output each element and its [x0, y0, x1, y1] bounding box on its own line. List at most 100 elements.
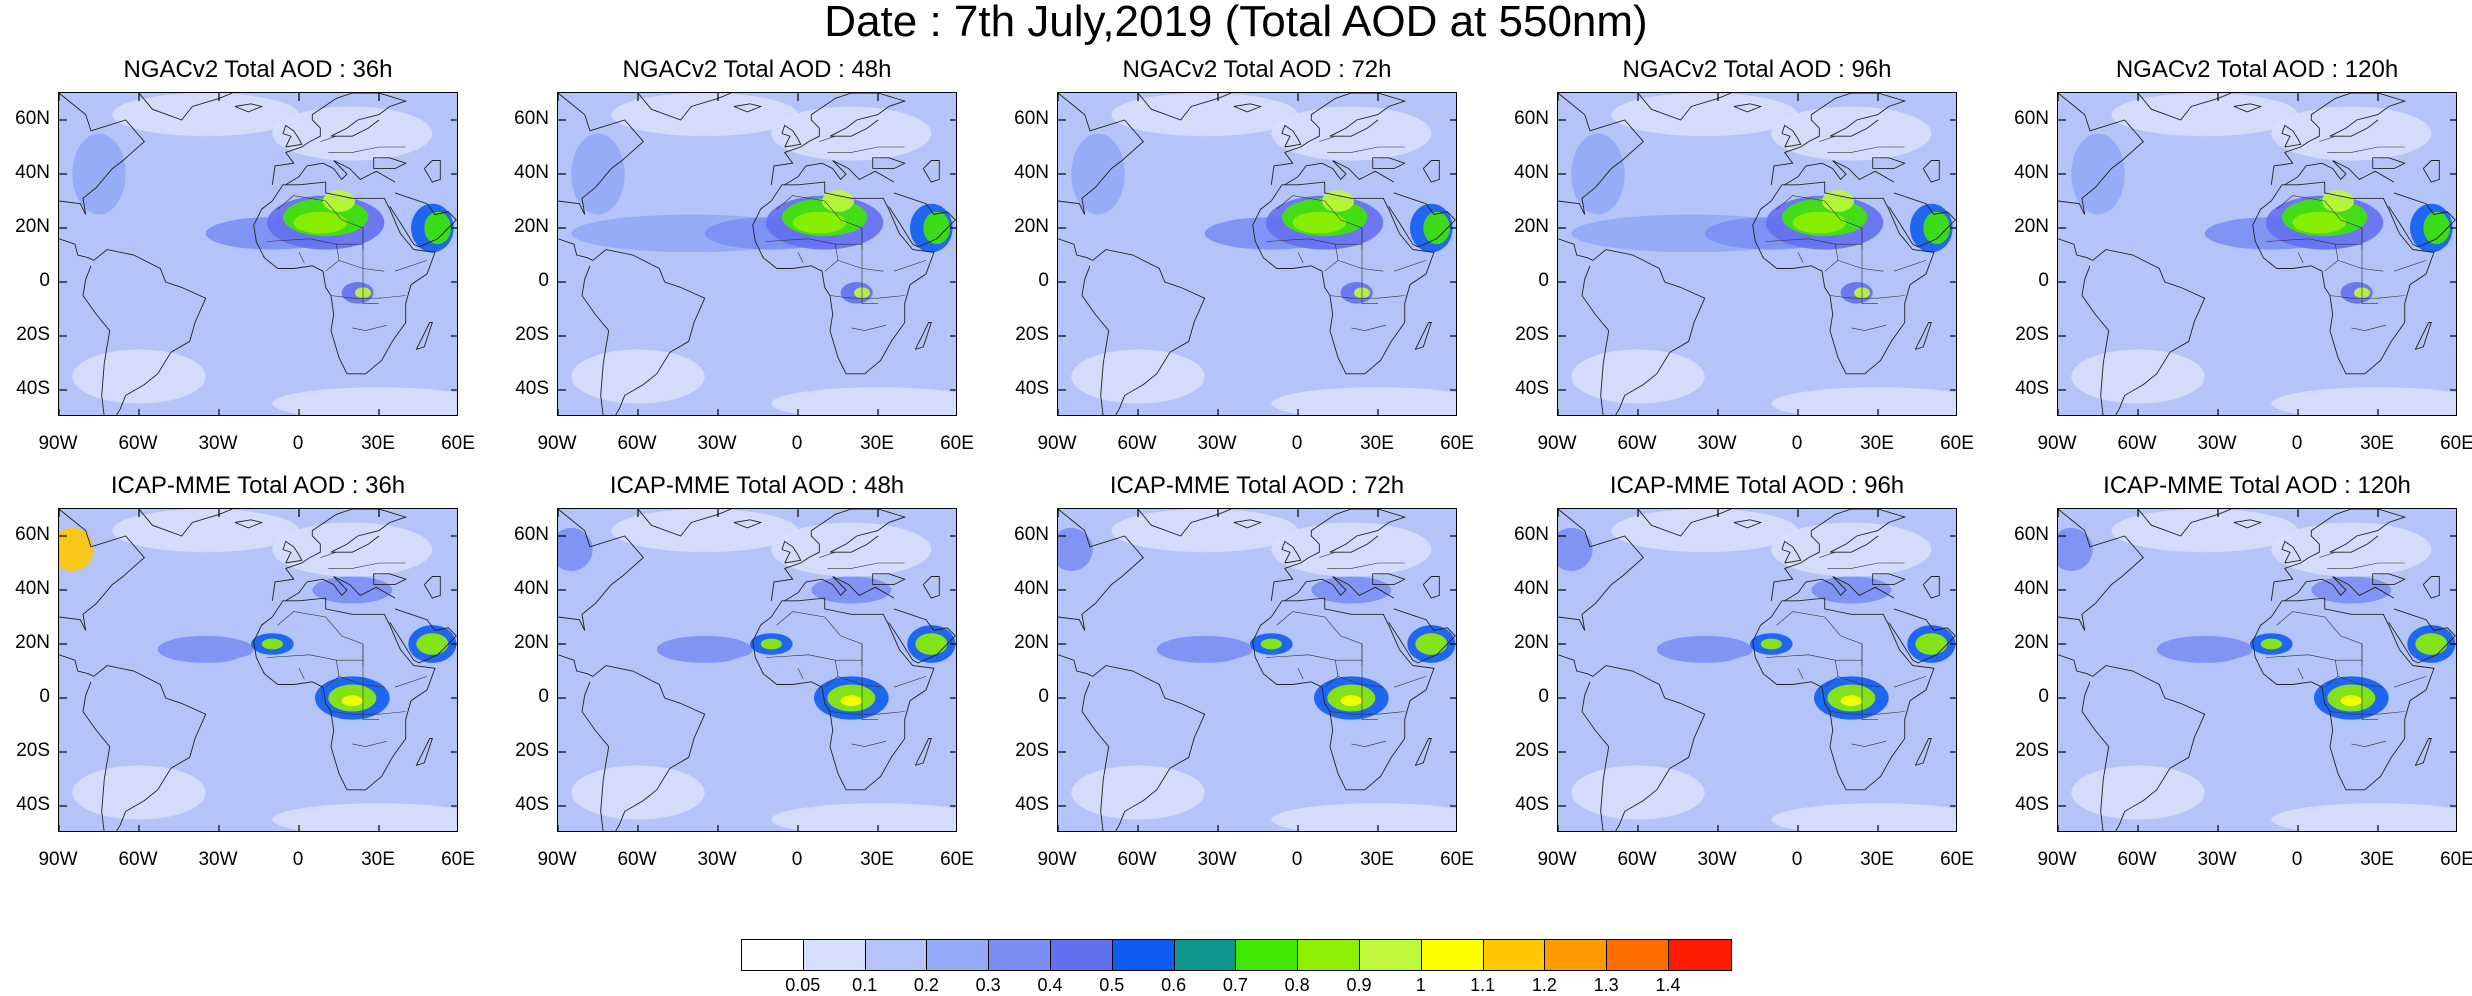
country-border [765, 654, 862, 661]
lon-label: 90W [38, 849, 78, 870]
colorbar-label: 0.05 [785, 975, 821, 995]
coastline [1137, 93, 1232, 121]
lat-label: 20S [2015, 324, 2049, 345]
coastline [1058, 509, 1144, 631]
lat-label: 20S [1515, 740, 1549, 761]
country-border [1393, 260, 1427, 272]
country-border [1361, 644, 1378, 720]
country-border [1351, 740, 1387, 747]
lon-label: 60E [441, 433, 475, 454]
coastline [1233, 519, 1263, 529]
aerosol-plume [1058, 527, 1093, 572]
aerosol-plume [2292, 211, 2346, 234]
coastline [1422, 160, 1440, 183]
aerosol-plume [1656, 635, 1753, 663]
lon-label: 60W [2117, 433, 2157, 454]
coastline [1058, 238, 1206, 415]
coastline [2388, 608, 2456, 664]
lat-label: 40N [1014, 578, 1049, 599]
country-border [1851, 324, 1887, 331]
aerosol-plume [2423, 211, 2450, 245]
coastline [1872, 573, 1906, 586]
panel-title: NGACv2 Total AOD : 72h [1122, 56, 1392, 83]
coastline [1733, 103, 1763, 113]
coastline [2270, 509, 2407, 601]
country-border [2329, 711, 2405, 715]
country-border [2351, 740, 2387, 747]
colorbar-swatch [1298, 940, 1360, 970]
lat-label: 0 [1538, 686, 1549, 707]
lon-label: 0 [2291, 849, 2303, 870]
aerosol-plume [1611, 93, 1798, 137]
country-border [2393, 676, 2427, 688]
coastline [2252, 181, 2435, 375]
panel-title: NGACv2 Total AOD : 96h [1622, 56, 1892, 83]
country-border [1797, 252, 1804, 264]
country-border [352, 740, 388, 747]
lat-label: 40S [16, 794, 50, 815]
aod-field [558, 509, 956, 831]
coastline [872, 157, 906, 170]
coastline [558, 509, 644, 631]
coastline [558, 238, 706, 415]
coastline [2058, 93, 2144, 215]
aod-map [2057, 508, 2457, 832]
aod-field [1558, 93, 1956, 415]
map-panel: NGACv2 Total AOD : 120h 60N 40N 20N 0 20S 40S 9… [2014, 56, 2472, 454]
country-border [2324, 660, 2339, 688]
lat-label: 60N [1014, 108, 1049, 129]
map-panel: ICAP-MME Total AOD : 48h 60N 40N 20N 0 20S 40S… [514, 472, 974, 870]
coastline [2058, 238, 2206, 415]
coastline [2284, 160, 2395, 186]
lat-label: 40S [1515, 378, 1549, 399]
aerosol-plume [1423, 211, 1450, 245]
lon-label: 90W [1037, 433, 1077, 454]
lat-label: 40N [2014, 578, 2049, 599]
map-panel: ICAP-MME Total AOD : 120h 60N 40N 20N 0 20S 40… [2014, 472, 2472, 870]
coastline [1781, 124, 1802, 148]
country-border [1851, 740, 1887, 747]
aod-field [2058, 93, 2456, 415]
coastline [752, 597, 935, 791]
country-border [362, 644, 379, 720]
lat-label: 0 [538, 686, 549, 707]
colorbar-swatch [1174, 940, 1237, 970]
country-border [851, 324, 887, 331]
lon-label: 30W [697, 433, 737, 454]
aerosol-plume [2071, 133, 2125, 215]
coastline [59, 509, 145, 631]
coastline [1914, 738, 1932, 766]
country-border [1324, 244, 1339, 272]
lon-label: 60E [1440, 849, 1474, 870]
lon-label: 0 [791, 849, 803, 870]
coastline [138, 509, 233, 537]
lat-label: 60N [1014, 524, 1049, 545]
panel-title: ICAP-MME Total AOD : 72h [1109, 472, 1405, 499]
lon-label: 60E [940, 849, 974, 870]
country-border [266, 238, 363, 245]
aod-map [2057, 92, 2457, 416]
lat-label: 40S [2015, 378, 2049, 399]
lon-label: 90W [38, 433, 78, 454]
colorbar-swatch [1607, 940, 1669, 970]
country-border [1824, 244, 1839, 272]
panel-title: NGACv2 Total AOD : 36h [123, 56, 393, 83]
coastline [59, 93, 145, 215]
lat-label: 40S [1015, 794, 1049, 815]
aerosol-plume [261, 638, 283, 650]
lon-label: 60W [1117, 849, 1157, 870]
aerosol-plume [424, 211, 451, 245]
country-border [2361, 228, 2378, 304]
coastline [1558, 238, 1706, 415]
coastline [373, 157, 407, 170]
country-border [2327, 146, 2405, 153]
lat-label: 20N [514, 632, 549, 653]
coastline [1284, 160, 1395, 186]
aerosol-plume [1292, 211, 1346, 234]
country-border [1893, 676, 1927, 688]
coastline [558, 93, 644, 215]
coastline [1558, 509, 1644, 631]
coastline [1752, 181, 1935, 375]
colorbar-label: 0.5 [1099, 975, 1125, 995]
colorbar-label: 0.7 [1222, 975, 1248, 995]
